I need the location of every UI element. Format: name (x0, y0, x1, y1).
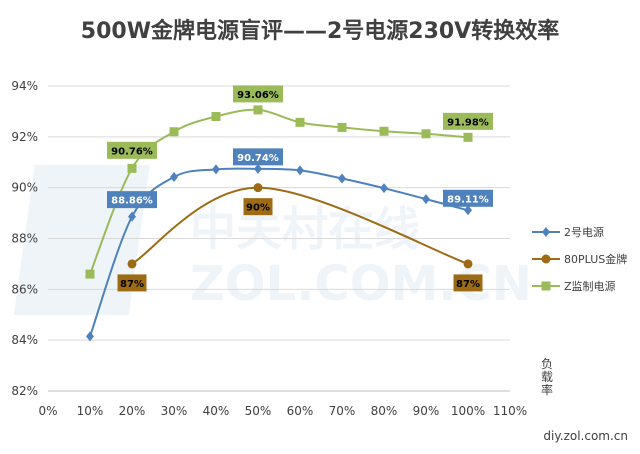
x-tick-label: 90% (413, 404, 440, 418)
data-point (337, 122, 347, 132)
data-point (127, 163, 137, 173)
x-axis-title-char: 负 (541, 357, 553, 371)
data-label-text: 89.11% (447, 194, 489, 205)
data-label: 90% (243, 198, 273, 216)
legend-marker (541, 254, 551, 264)
data-label-text: 90% (246, 203, 270, 214)
data-point (211, 112, 221, 121)
legend-item: Z监制电源 (532, 279, 616, 293)
data-label: 87% (117, 274, 147, 292)
x-axis-title-char: 率 (541, 382, 553, 397)
data-label: 88.86% (107, 191, 157, 209)
data-point (463, 132, 473, 142)
data-label-box (233, 85, 283, 103)
y-tick-label: 84% (11, 333, 38, 347)
data-point (464, 205, 472, 216)
data-label-box (443, 189, 493, 207)
legend-label: 80PLUS金牌 (564, 252, 627, 266)
data-labels: 88.86% 90.74% 89.11% 87% 90% 87% 90.76% 93.06% 9… (107, 85, 493, 292)
chart-title: 500W金牌电源盲评——2号电源230V转换效率 (81, 18, 559, 44)
data-label-text: 87% (456, 279, 480, 290)
data-label-box (233, 148, 283, 166)
x-tick-label: 100% (451, 404, 485, 418)
legend-item: 2号电源 (532, 225, 604, 239)
y-tick-label: 86% (11, 282, 38, 296)
data-point (253, 183, 263, 193)
data-point (379, 126, 389, 136)
x-tick-label: 110% (493, 404, 527, 418)
y-axis-ticks: 82% 84% 86% 88% 90% 92% 94% (11, 79, 38, 398)
series-line (131, 186, 469, 265)
legend-label: 2号电源 (564, 225, 604, 239)
legend-item: 80PLUS金牌 (532, 252, 627, 266)
x-tick-label: 20% (119, 404, 146, 418)
data-label: 90.74% (233, 148, 283, 166)
data-point (212, 164, 220, 175)
data-label: 93.06% (233, 85, 283, 103)
data-point (254, 163, 262, 174)
data-point (421, 129, 431, 139)
data-label-text: 87% (120, 279, 144, 290)
data-label-box (453, 274, 483, 292)
x-tick-label: 30% (161, 404, 188, 418)
data-point (422, 194, 430, 205)
legend-marker (541, 281, 551, 291)
data-label-box (243, 198, 273, 216)
data-label-box (117, 274, 147, 292)
legend-marker (542, 227, 550, 237)
x-tick-label: 80% (371, 404, 398, 418)
data-point (127, 259, 137, 269)
series-layer (85, 105, 473, 342)
gridlines (48, 85, 510, 392)
y-tick-label: 82% (11, 384, 38, 398)
data-label: 89.11% (443, 189, 493, 207)
data-label: 91.98% (443, 112, 493, 130)
source-text: diy.zol.com.cn (543, 429, 628, 443)
x-tick-label: 70% (329, 404, 356, 418)
data-point (296, 165, 304, 176)
y-tick-label: 90% (11, 181, 38, 195)
x-tick-label: 40% (203, 404, 230, 418)
data-point (86, 331, 94, 342)
y-tick-label: 92% (11, 130, 38, 144)
data-point (85, 269, 95, 279)
data-label-text: 88.86% (111, 196, 153, 207)
x-axis-title: 负载率 (541, 357, 553, 397)
data-label-text: 90.74% (237, 153, 279, 164)
data-point (338, 173, 346, 184)
data-label-box (107, 191, 157, 209)
data-point (170, 171, 178, 182)
data-label-text: 90.76% (111, 146, 153, 157)
data-label: 90.76% (107, 141, 157, 159)
y-tick-label: 88% (11, 232, 38, 246)
legend-label: Z监制电源 (564, 279, 616, 293)
x-tick-label: 10% (77, 404, 104, 418)
y-tick-label: 94% (11, 79, 38, 93)
data-point (295, 117, 305, 127)
x-axis-title-char: 载 (541, 370, 553, 384)
data-point (128, 211, 136, 222)
data-point (253, 105, 263, 115)
data-label: 87% (453, 274, 483, 292)
data-point (169, 127, 179, 137)
series-line (89, 167, 469, 337)
x-tick-label: 0% (38, 404, 57, 418)
data-point (380, 183, 388, 194)
watermark-logo-text-cn: 中关村在线 (190, 202, 420, 256)
data-label-box (443, 112, 493, 130)
data-label-box (107, 141, 157, 159)
data-label-text: 93.06% (237, 90, 279, 101)
x-axis-ticks: 0% 10% 20% 30% 40% 50% 60% 70% 80% 90% 100% 110% (38, 404, 527, 418)
data-label-text: 91.98% (447, 117, 489, 128)
x-tick-label: 60% (287, 404, 314, 418)
legend: 2号电源 80PLUS金牌 Z监制电源 (532, 225, 627, 293)
data-point (463, 259, 473, 269)
x-tick-label: 50% (245, 404, 272, 418)
